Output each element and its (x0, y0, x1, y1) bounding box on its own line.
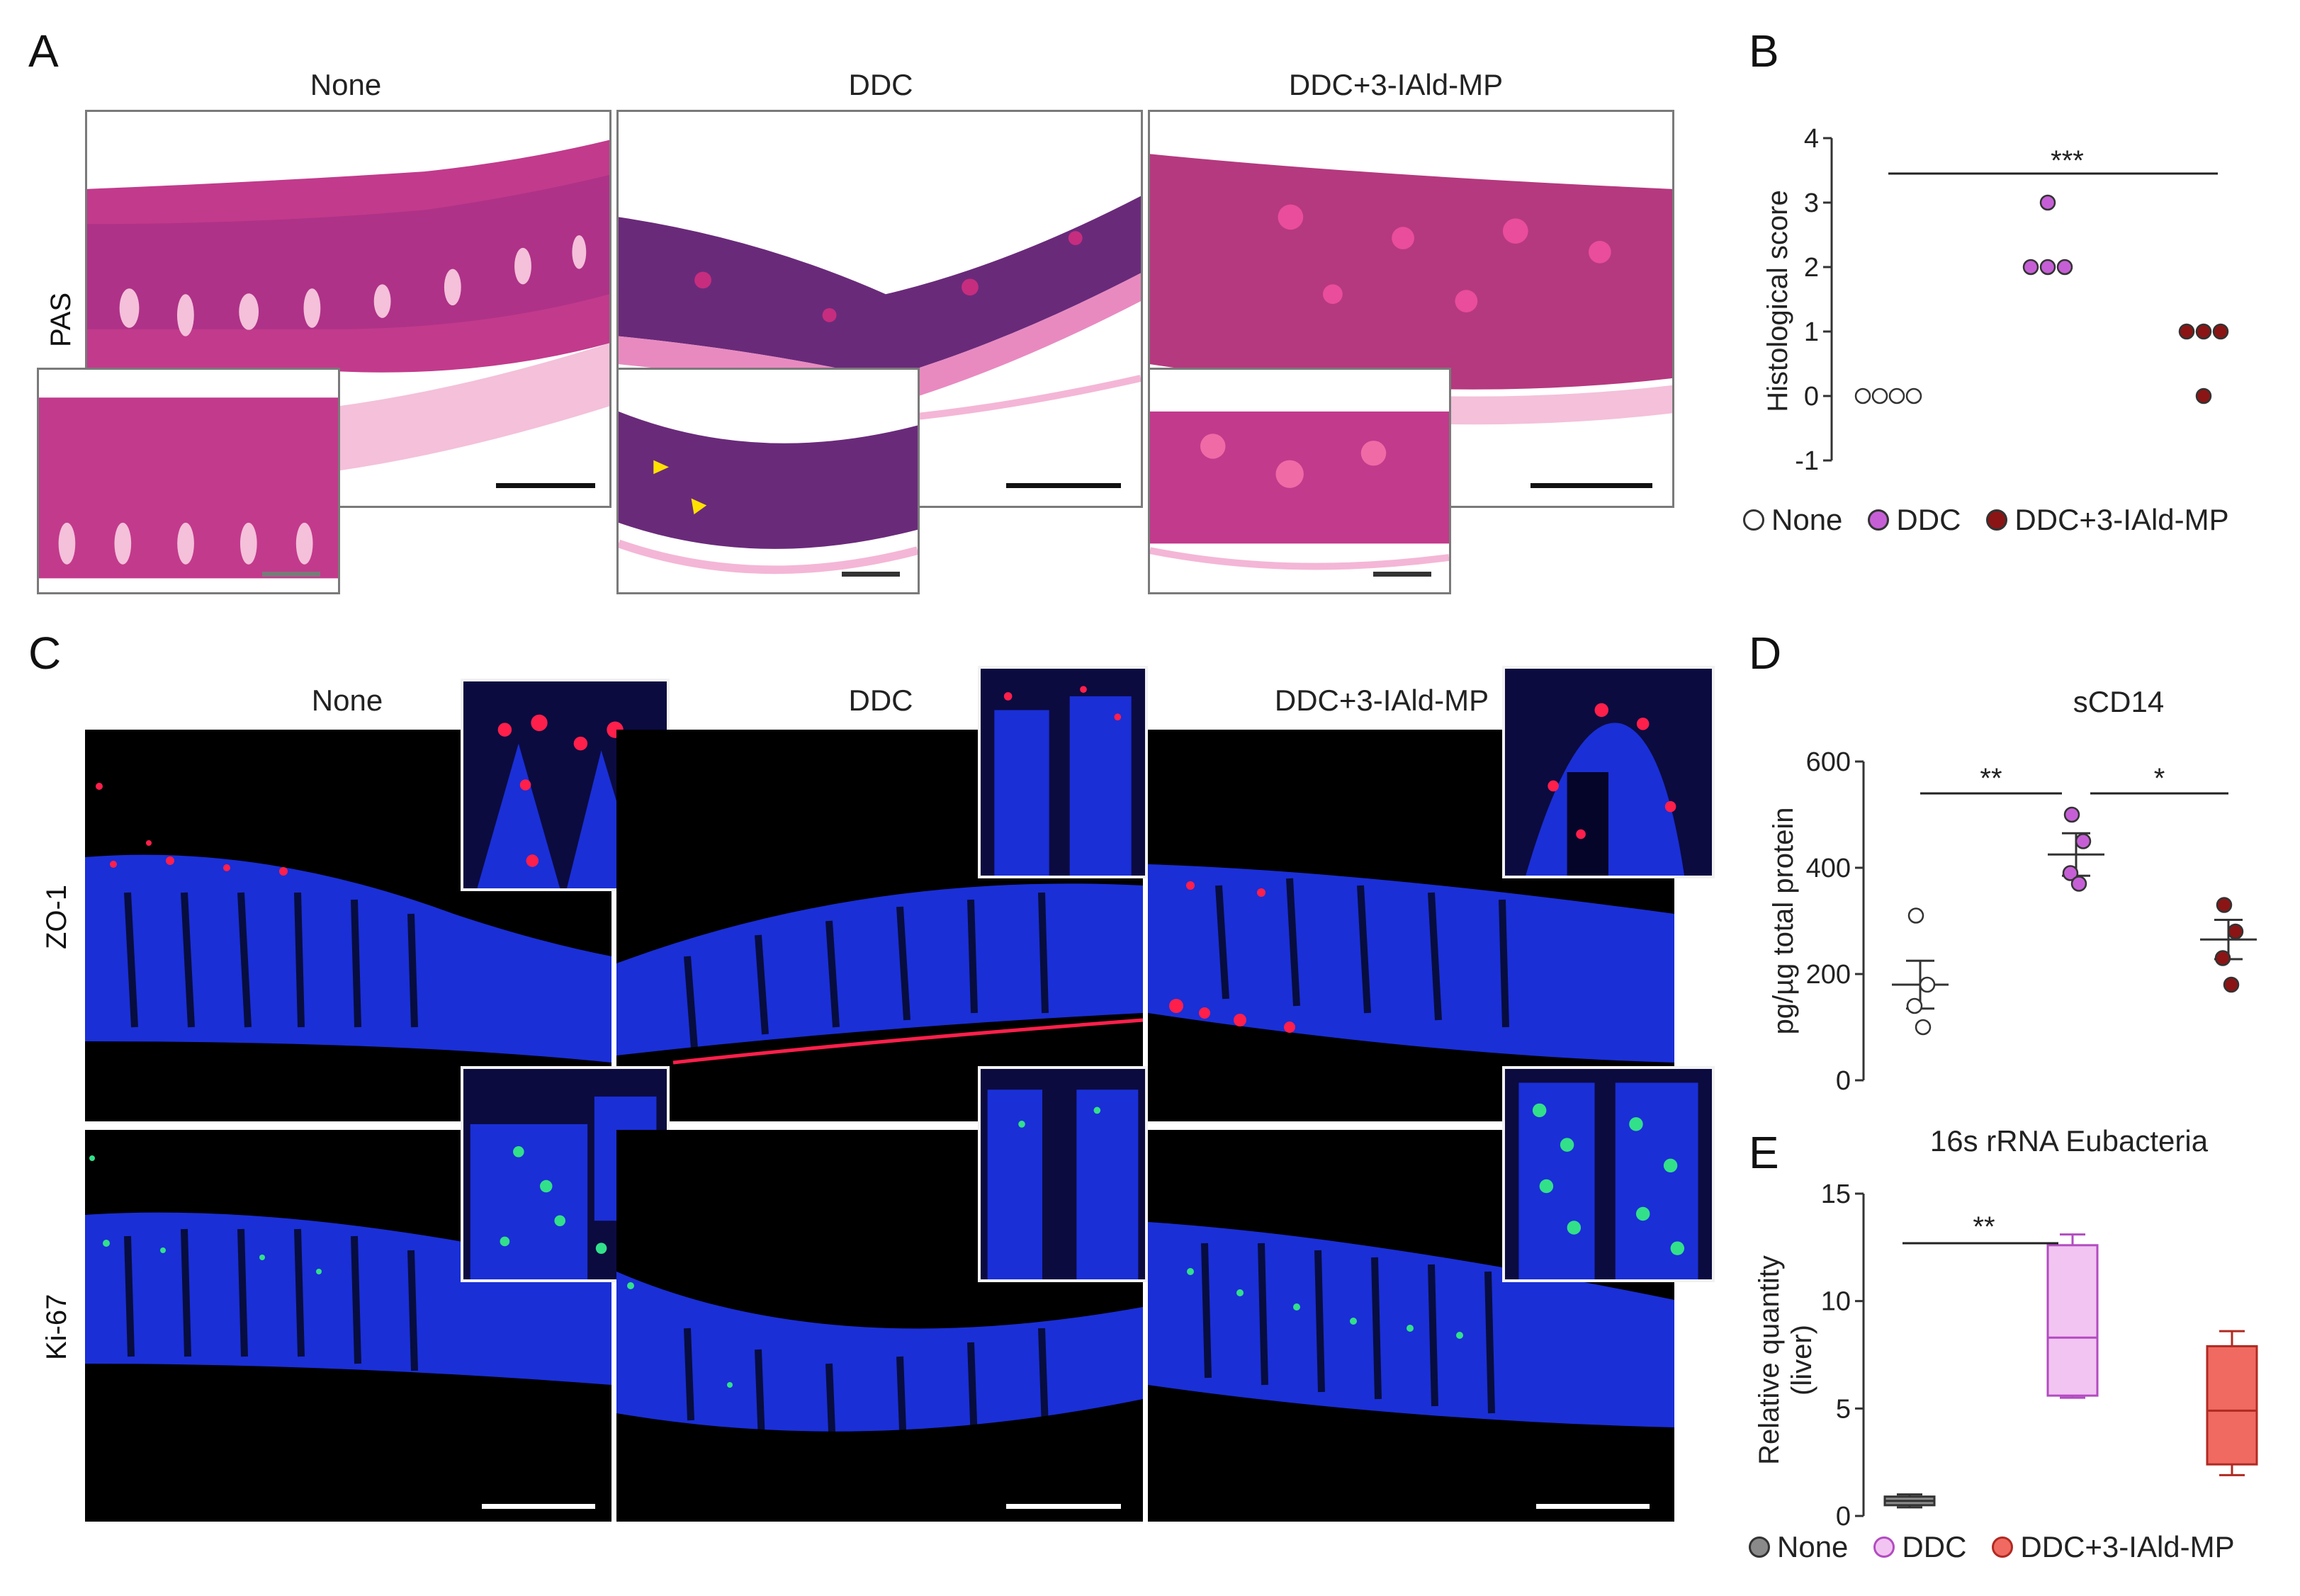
data-point-d (1907, 907, 1924, 924)
panel-label-d: D (1749, 628, 1782, 679)
scale-bar-ki67-none (482, 1504, 595, 1509)
zo1-inset-iald (1502, 666, 1715, 878)
chart-title-e: 16s rRNA Eubacteria (1930, 1124, 2209, 1158)
data-point-d (2214, 950, 2231, 966)
y-tick-label-E: 15 (1821, 1179, 1851, 1209)
legend-b-ddc-icon (1868, 509, 1890, 531)
panel-label-c: C (28, 628, 62, 679)
y-tick-label-B: 4 (1804, 124, 1819, 154)
zo1-inset-ddc (978, 666, 1148, 878)
y-tick-label-E: 5 (1836, 1394, 1851, 1424)
scale-bar-ki67-iald (1536, 1504, 1650, 1509)
legend-e-iald: DDC+3-IAld-MP (2020, 1530, 2235, 1563)
data-point-b (1854, 387, 1871, 404)
significance-label-d: * (2154, 763, 2165, 794)
col-title-ddc-a: DDC (848, 68, 913, 101)
y-tick-label-B: 0 (1804, 382, 1819, 412)
box-e (2206, 1345, 2258, 1466)
data-point-b (1888, 387, 1905, 404)
chart-e: 16s rRNA Eubacteria 0 5 10 15 Relative quanti… (1750, 1119, 2289, 1532)
chart-d: sCD14 0 200 400 600 pg/µg total protein ** * (1750, 680, 2289, 1098)
scale-bar-pas-none (496, 483, 595, 488)
chart-b: -1 0 1 2 3 4 Histological score *** (1750, 106, 2289, 503)
y-axis-label-b: Histological score (1762, 190, 1793, 412)
pas-inset-none (37, 368, 340, 594)
data-point-d (2063, 806, 2080, 823)
ki67-inset-iald (1502, 1066, 1715, 1282)
data-point-b (1905, 387, 1922, 404)
y-axis-label-d: pg/µg total protein (1768, 807, 1799, 1034)
data-point-b (2195, 323, 2212, 340)
data-point-b (2039, 194, 2056, 211)
y-tick-label-B: 3 (1804, 188, 1819, 218)
legend-b: None DDC DDC+3-IAld-MP (1743, 503, 2229, 537)
legend-b-none: None (1771, 503, 1843, 536)
data-point-d (1915, 1019, 1932, 1036)
data-point-d (1906, 997, 1923, 1014)
col-title-none-a: None (310, 68, 382, 101)
data-point-d (1919, 976, 1936, 993)
y-tick-label-D: 0 (1836, 1066, 1851, 1096)
y-tick-label-D: 600 (1806, 747, 1851, 777)
scale-bar-pas-iald (1530, 483, 1652, 488)
legend-b-none-icon (1743, 509, 1764, 531)
data-point-d (2223, 976, 2240, 993)
data-point-d (2075, 833, 2092, 849)
legend-b-ddc: DDC (1896, 503, 1961, 536)
y-tick-label-E: 0 (1836, 1502, 1851, 1532)
legend-e-none-icon (1749, 1536, 1770, 1558)
panel-label-e: E (1749, 1127, 1779, 1178)
y-tick-label-B: 1 (1804, 317, 1819, 347)
legend-e-iald-icon (1992, 1536, 2014, 1558)
scale-bar-pas-inset-none (262, 572, 320, 577)
data-point-b (1871, 387, 1888, 404)
box-e (2046, 1244, 2099, 1397)
panel-label-a: A (28, 26, 59, 77)
pas-inset-ddc (616, 368, 920, 594)
y-tick-label-E: 10 (1821, 1287, 1851, 1317)
scale-bar-pas-inset-ddc (842, 572, 900, 577)
col-title-iald-a: DDC+3-IAld-MP (1288, 68, 1504, 101)
panel-label-b: B (1749, 26, 1779, 77)
ki67-inset-ddc (978, 1066, 1148, 1282)
y-tick-label-D: 200 (1806, 960, 1851, 990)
col-title-none-c: None (311, 684, 383, 717)
significance-label-b: *** (2051, 145, 2084, 176)
scale-bar-pas-inset-iald (1373, 572, 1431, 577)
data-point-d (2227, 923, 2244, 940)
data-point-b (2022, 259, 2039, 276)
legend-e: None DDC DDC+3-IAld-MP (1749, 1530, 2235, 1564)
legend-b-iald: DDC+3-IAld-MP (2014, 503, 2229, 536)
col-title-ddc-c: DDC (848, 684, 913, 717)
significance-label-e: ** (1973, 1211, 1995, 1243)
y-tick-label-B: 2 (1804, 253, 1819, 283)
data-point-b (2212, 323, 2229, 340)
y-tick-label-B: -1 (1795, 446, 1819, 476)
legend-e-ddc-icon (1873, 1536, 1895, 1558)
data-point-b (2178, 323, 2195, 340)
scale-bar-ki67-ddc (1006, 1504, 1121, 1509)
legend-b-iald-icon (1986, 509, 2008, 531)
significance-label-d: ** (1980, 763, 2002, 794)
legend-e-none: None (1777, 1530, 1849, 1563)
zo1-image-none (85, 730, 611, 1121)
scale-bar-pas-ddc (1006, 483, 1121, 488)
data-point-b (2056, 259, 2073, 276)
data-point-d (2062, 865, 2079, 881)
row-label-zo1: ZO-1 (41, 884, 72, 949)
legend-e-ddc: DDC (1902, 1530, 1967, 1563)
y-tick-label-D: 400 (1806, 854, 1851, 883)
data-point-d (2216, 897, 2233, 913)
y-axis-label-e-1: Relative quantity (1754, 1255, 1785, 1465)
row-label-pas: PAS (45, 292, 77, 347)
chart-title-d: sCD14 (2073, 685, 2164, 718)
data-point-d (2070, 876, 2087, 892)
col-title-iald-c: DDC+3-IAld-MP (1274, 684, 1489, 717)
row-label-ki67: Ki-67 (41, 1294, 72, 1360)
y-axis-label-e-2: (liver) (1786, 1325, 1817, 1396)
data-point-b (2039, 259, 2056, 276)
data-point-b (2195, 387, 2212, 404)
pas-inset-iald (1148, 368, 1451, 594)
